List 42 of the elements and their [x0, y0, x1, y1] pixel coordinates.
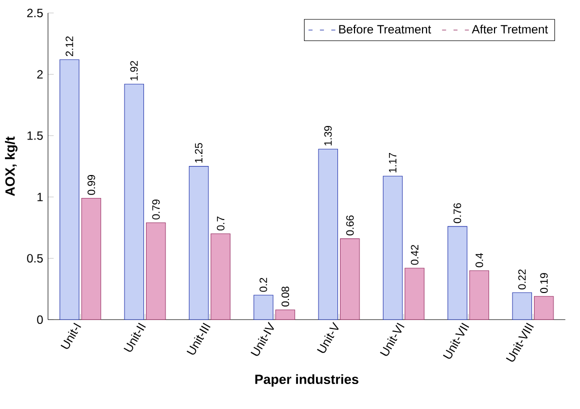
y-tick-label: 1 — [38, 192, 43, 202]
data-label: 0.19 — [540, 273, 548, 293]
data-label: 1.92 — [130, 60, 138, 80]
bar — [254, 294, 274, 320]
data-label: 0.2 — [260, 278, 268, 292]
y-tick-label: 2 — [37, 70, 43, 79]
data-label: 1.39 — [324, 126, 332, 146]
x-axis-title: Paper industries — [255, 374, 358, 387]
data-label: 0.08 — [282, 286, 290, 306]
bar — [340, 238, 360, 320]
data-label: 0.7 — [216, 216, 224, 230]
data-label: 0.42 — [410, 244, 418, 265]
bar — [534, 296, 554, 320]
data-label: 0.79 — [152, 200, 160, 220]
y-tick-label: 2.5 — [27, 8, 43, 18]
bar — [275, 310, 296, 320]
data-label: 0.76 — [454, 203, 462, 224]
data-label: 1.17 — [389, 152, 396, 172]
bar — [60, 59, 80, 320]
bar — [469, 270, 490, 320]
bar — [404, 268, 424, 320]
bar — [210, 234, 230, 320]
legend-label: After Tretment — [472, 24, 548, 34]
y-axis-title: AOX, kg/t — [4, 136, 18, 196]
bar — [448, 226, 468, 320]
data-label: 0.66 — [346, 215, 354, 236]
y-tick-label: 0 — [37, 315, 43, 324]
y-tick-label: 0.5 — [27, 254, 43, 263]
data-label: 0.22 — [518, 270, 526, 290]
bar — [382, 176, 403, 320]
bar — [188, 166, 209, 320]
legend-label: Before Treatment — [339, 24, 432, 34]
bar — [146, 222, 166, 320]
bar — [81, 198, 102, 320]
data-label: 0.4 — [476, 253, 484, 268]
data-label: 0.99 — [88, 175, 96, 195]
bar — [512, 292, 532, 320]
y-tick-label: 1.5 — [28, 131, 43, 140]
data-label: 2.12 — [66, 36, 74, 56]
bar — [318, 148, 338, 320]
data-label: 1.25 — [194, 143, 202, 163]
bar — [124, 84, 144, 320]
